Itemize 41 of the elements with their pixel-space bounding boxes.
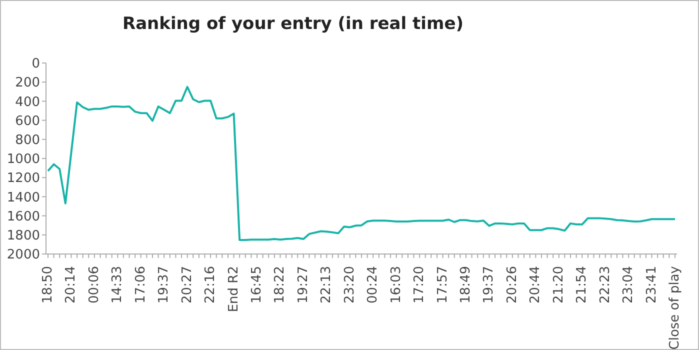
x-tick-label: 20:26 <box>504 266 520 304</box>
x-tick-label: 20:44 <box>528 266 544 304</box>
x-tick-label: 20:27 <box>180 266 195 304</box>
x-tick-label: 21:54 <box>574 266 590 304</box>
x-tick-label: 21:20 <box>551 266 566 304</box>
x-tick-label: 19:37 <box>156 266 172 304</box>
y-tick-label: 1800 <box>6 228 40 244</box>
x-tick-label: 17:20 <box>412 266 428 304</box>
y-tick-label: 400 <box>15 94 40 110</box>
x-tick-label: 22:23 <box>598 266 613 304</box>
y-tick-label: 1600 <box>6 209 40 224</box>
x-tick-label: 22:13 <box>319 266 334 304</box>
y-tick-label: 1000 <box>6 152 40 168</box>
y-tick-label: 1200 <box>6 171 40 186</box>
x-tick-label: 20:14 <box>64 266 79 304</box>
x-tick-label: 00:06 <box>86 266 102 304</box>
x-tick-label: 18:49 <box>458 266 474 304</box>
y-tick-label: 0 <box>32 56 40 72</box>
x-tick-label: 18:50 <box>40 266 56 304</box>
y-tick-label: 600 <box>15 114 40 129</box>
x-tick-label: 19:37 <box>482 266 497 304</box>
x-tick-label: 16:03 <box>388 266 404 304</box>
x-tick-label: 18:22 <box>272 266 288 304</box>
y-tick-label: 2000 <box>6 248 40 263</box>
line-series <box>47 86 676 241</box>
x-tick-label: 14:33 <box>110 266 126 304</box>
x-tick-label: 17:57 <box>435 266 450 304</box>
x-tick-label: 16:45 <box>250 266 264 304</box>
x-tick-label: 19:27 <box>296 266 311 304</box>
x-tick-label: 00:24 <box>366 266 381 304</box>
x-tick-label: 17:06 <box>133 266 148 304</box>
y-tick-label: 1400 <box>6 190 40 206</box>
x-tick-label: 23:04 <box>621 266 636 304</box>
x-tick-label: End R2 <box>226 266 242 312</box>
chart-title: Ranking of your entry (in real time) <box>121 14 464 34</box>
x-tick-label: 22:16 <box>203 266 218 304</box>
y-tick-label: 200 <box>15 76 40 91</box>
x-tick-label: 23:41 <box>644 266 660 304</box>
x-tick-label: Close of play <box>668 266 682 350</box>
x-tick-label: 23:20 <box>342 266 358 304</box>
y-tick-label: 800 <box>15 133 40 148</box>
